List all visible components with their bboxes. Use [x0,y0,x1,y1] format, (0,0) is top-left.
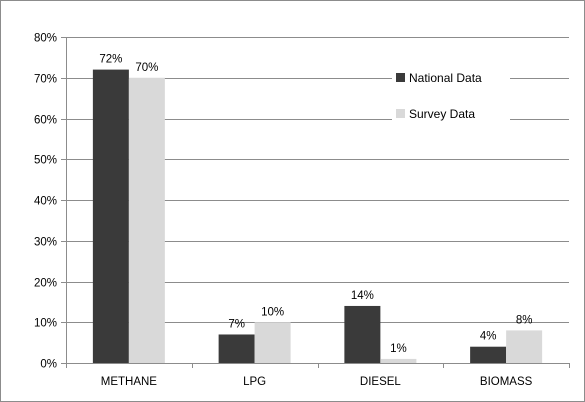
y-axis-ticks: 0% 10% 20% 30% 40% 50% 60% 70% 80% [34,33,66,371]
bar-national-data-lpg [218,334,255,363]
legend-label: Survey Data [409,107,475,121]
bar-national-data-methane [92,69,129,363]
y-tick-label: 40% [34,196,57,208]
data-label: 8% [516,314,533,326]
data-label: 70% [135,62,158,74]
y-tick-label: 30% [34,237,57,249]
y-tick-label: 80% [34,33,57,45]
y-tick-label: 0% [40,359,57,371]
x-axis-categories: METHANE LPG DIESEL BIOMASS [101,376,533,388]
bar-national-data-diesel [344,305,381,363]
y-tick-label: 10% [34,318,57,330]
data-labels: 72% 70% 7% 10% 14% 1% 4% 8% [99,54,532,355]
data-label: 10% [261,306,284,318]
legend-label: National Data [409,71,482,85]
bar-survey-data-methane [128,77,165,363]
data-label: 14% [351,290,374,302]
y-tick-label: 20% [34,278,57,290]
legend-swatch [396,73,405,82]
x-category-label: METHANE [101,376,158,388]
x-category-label: DIESEL [360,376,402,388]
legend-swatch [396,109,405,118]
y-tick-label: 50% [34,155,57,167]
data-label: 7% [228,318,245,330]
bar-survey-data-diesel [380,358,417,363]
legend-background [392,65,510,125]
axes [66,37,570,368]
data-label: 1% [390,343,407,355]
bar-survey-data-lpg [254,322,291,363]
y-tick-label: 70% [34,74,57,86]
data-label: 72% [99,54,122,66]
bar-national-data-biomass [470,346,507,363]
bar-survey-data-biomass [506,330,543,363]
x-category-label: BIOMASS [480,376,533,388]
x-category-label: LPG [243,376,266,388]
data-label: 4% [480,331,497,343]
y-tick-label: 60% [34,115,57,127]
legend: National Data Survey Data [392,65,510,125]
bars [92,69,543,363]
